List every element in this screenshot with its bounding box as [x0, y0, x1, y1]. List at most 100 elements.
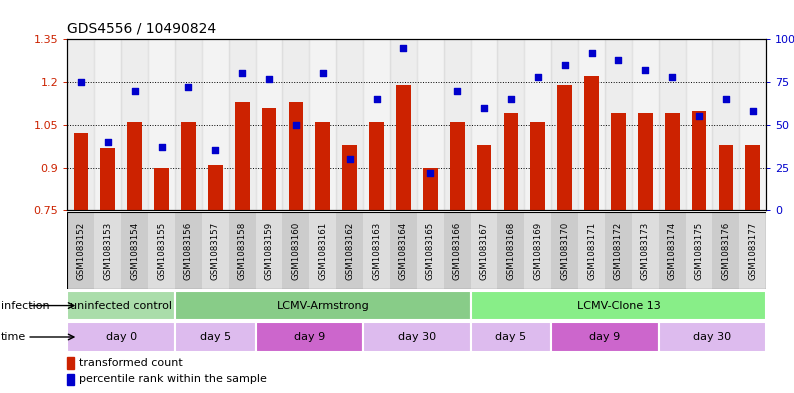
Bar — [148, 212, 175, 289]
Bar — [283, 39, 310, 210]
Bar — [471, 322, 551, 352]
Point — [639, 67, 652, 73]
Bar — [121, 39, 148, 210]
Bar — [557, 85, 572, 210]
Bar — [476, 145, 491, 210]
Bar — [444, 212, 471, 289]
Point — [424, 169, 437, 176]
Bar — [256, 322, 363, 352]
Bar — [208, 165, 222, 210]
Bar — [611, 113, 626, 210]
Point — [209, 147, 222, 154]
Text: GSM1083170: GSM1083170 — [560, 221, 569, 280]
Bar — [175, 291, 471, 320]
Text: GSM1083152: GSM1083152 — [76, 221, 86, 280]
Bar — [67, 212, 94, 289]
Bar — [175, 322, 256, 352]
Bar — [524, 212, 551, 289]
Bar — [396, 85, 410, 210]
Text: GSM1083161: GSM1083161 — [318, 221, 327, 280]
Text: day 9: day 9 — [589, 332, 621, 342]
Bar — [578, 39, 605, 210]
Bar — [67, 357, 74, 369]
Point — [290, 122, 303, 128]
Text: GSM1083175: GSM1083175 — [695, 221, 703, 280]
Text: day 30: day 30 — [398, 332, 436, 342]
Bar — [202, 212, 229, 289]
Text: GSM1083164: GSM1083164 — [399, 221, 408, 280]
Bar — [154, 167, 169, 210]
Bar — [67, 373, 74, 385]
Text: GSM1083153: GSM1083153 — [103, 221, 112, 280]
Bar — [363, 212, 390, 289]
Bar — [175, 212, 202, 289]
Bar — [202, 39, 229, 210]
Bar — [605, 39, 632, 210]
Text: GSM1083154: GSM1083154 — [130, 221, 139, 280]
Bar — [369, 122, 384, 210]
Text: LCMV-Clone 13: LCMV-Clone 13 — [576, 301, 661, 310]
Bar — [342, 145, 357, 210]
Point — [182, 84, 195, 90]
Point — [504, 96, 517, 102]
Bar — [632, 39, 659, 210]
Text: infection: infection — [1, 301, 49, 310]
Point — [102, 139, 114, 145]
Point — [317, 70, 330, 77]
Bar — [638, 113, 653, 210]
Bar — [659, 322, 766, 352]
Text: day 5: day 5 — [495, 332, 526, 342]
Bar — [712, 212, 739, 289]
Text: transformed count: transformed count — [79, 358, 183, 367]
Text: GSM1083173: GSM1083173 — [641, 221, 649, 280]
Bar — [288, 102, 303, 210]
Text: day 30: day 30 — [693, 332, 731, 342]
Bar — [390, 212, 417, 289]
Text: GSM1083156: GSM1083156 — [184, 221, 193, 280]
Bar — [310, 39, 336, 210]
Text: GSM1083172: GSM1083172 — [614, 221, 623, 280]
Text: GSM1083159: GSM1083159 — [264, 222, 274, 279]
Bar — [256, 39, 283, 210]
Bar — [256, 212, 283, 289]
Point — [75, 79, 87, 85]
Bar — [524, 39, 551, 210]
Text: GSM1083167: GSM1083167 — [480, 221, 488, 280]
Point — [236, 70, 249, 77]
Bar — [551, 322, 659, 352]
Bar — [503, 113, 518, 210]
Bar — [498, 39, 524, 210]
Bar — [471, 39, 498, 210]
Bar — [94, 39, 121, 210]
Point — [129, 87, 141, 94]
Bar — [94, 212, 121, 289]
Bar — [74, 133, 88, 210]
Point — [666, 74, 679, 80]
Text: GSM1083160: GSM1083160 — [291, 221, 300, 280]
Bar — [417, 212, 444, 289]
Bar — [363, 39, 390, 210]
Point — [397, 45, 410, 51]
Bar — [283, 212, 310, 289]
Bar — [229, 39, 256, 210]
Point — [531, 74, 544, 80]
Bar — [127, 122, 142, 210]
Point — [612, 57, 625, 63]
Bar — [336, 212, 363, 289]
Text: GSM1083174: GSM1083174 — [668, 221, 676, 280]
Text: LCMV-Armstrong: LCMV-Armstrong — [276, 301, 369, 310]
Bar — [148, 39, 175, 210]
Bar — [584, 76, 599, 210]
Text: GSM1083163: GSM1083163 — [372, 221, 381, 280]
Bar — [471, 212, 498, 289]
Bar — [67, 322, 175, 352]
Bar — [685, 212, 712, 289]
Text: GSM1083155: GSM1083155 — [157, 221, 166, 280]
Bar — [659, 212, 685, 289]
Bar — [67, 39, 94, 210]
Bar — [417, 39, 444, 210]
Bar — [685, 39, 712, 210]
Text: percentile rank within the sample: percentile rank within the sample — [79, 374, 267, 384]
Point — [585, 50, 598, 56]
Bar — [310, 212, 336, 289]
